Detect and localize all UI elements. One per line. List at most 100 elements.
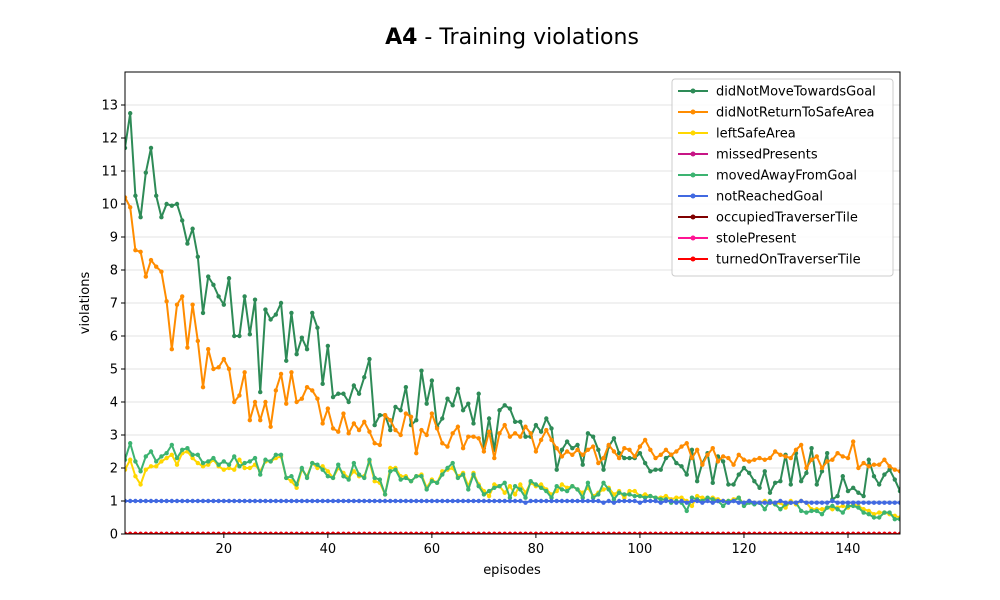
data-point [237,498,242,504]
data-point [237,531,242,534]
data-point [616,490,622,495]
data-point [367,429,372,434]
data-point [684,472,689,477]
data-point [481,449,487,454]
data-point [460,408,466,413]
data-point [216,365,221,370]
data-point [403,411,409,416]
y-tick-label: 1 [110,495,118,510]
data-point [388,465,393,471]
data-point [809,500,814,505]
data-point [726,500,731,505]
data-point [772,480,778,486]
data-point [726,455,731,461]
data-point [237,457,242,462]
data-point [226,462,232,467]
data-point [783,454,788,459]
data-point [133,193,138,198]
legend-item: missedPresents [678,148,818,163]
data-point [414,531,419,534]
data-point [674,495,679,500]
chart-title: A4 - Training violations [385,25,639,50]
data-point [206,347,211,352]
data-point [861,460,866,466]
data-point [304,347,310,352]
data-point [580,498,585,504]
data-point [242,531,247,534]
data-point [294,482,299,487]
data-point [674,460,679,466]
data-point [372,441,377,446]
data-point [310,531,315,534]
data-point [533,498,539,504]
data-point [169,498,175,504]
data-point [471,434,476,439]
data-point [211,498,216,504]
data-point [684,500,689,505]
data-point [180,294,185,299]
data-point [710,497,715,502]
data-point [544,416,549,421]
data-point [502,422,507,428]
data-point [887,500,892,505]
data-point [809,446,814,451]
data-point [741,457,747,462]
data-point [866,531,871,534]
data-point [601,500,606,505]
data-point [445,498,450,504]
data-point [304,475,310,481]
data-point [486,488,492,494]
data-point [564,498,570,504]
data-point [512,492,518,497]
data-point [356,472,362,477]
data-point [778,531,783,534]
data-point [299,531,305,534]
data-point [627,447,632,453]
data-point [585,480,591,486]
data-point [642,437,648,443]
data-point [195,338,201,344]
data-point [544,531,549,534]
data-point [143,467,149,472]
data-point [125,498,128,504]
data-point [440,472,445,477]
data-point [232,399,237,405]
data-point [315,396,320,401]
data-point [206,459,211,464]
data-point [746,498,752,504]
data-point [705,498,710,504]
data-point [247,332,253,337]
data-point [523,424,528,429]
data-point [840,510,845,515]
data-point [689,495,695,500]
data-point [128,531,133,534]
legend-swatch-marker [690,88,696,94]
data-point [247,459,253,464]
data-point [887,467,892,472]
data-point [788,531,793,534]
data-point [497,408,502,413]
data-point [627,498,632,504]
data-point [663,493,669,499]
data-point [746,470,752,476]
data-point [845,500,851,505]
data-point [824,459,830,464]
data-point [502,480,507,486]
data-point [154,464,159,469]
data-point [689,498,695,504]
data-point [351,421,357,426]
y-tick-label: 9 [110,231,118,246]
data-point [845,531,851,534]
data-point [367,457,372,462]
data-point [861,500,866,505]
data-point [856,490,861,495]
data-point [429,531,435,534]
data-point [289,310,294,316]
x-axis-label: episodes [483,563,541,578]
data-point [143,454,149,459]
data-point [715,531,721,534]
data-point [226,366,232,372]
data-point [840,474,845,479]
data-point [388,469,393,474]
data-point [341,391,346,396]
